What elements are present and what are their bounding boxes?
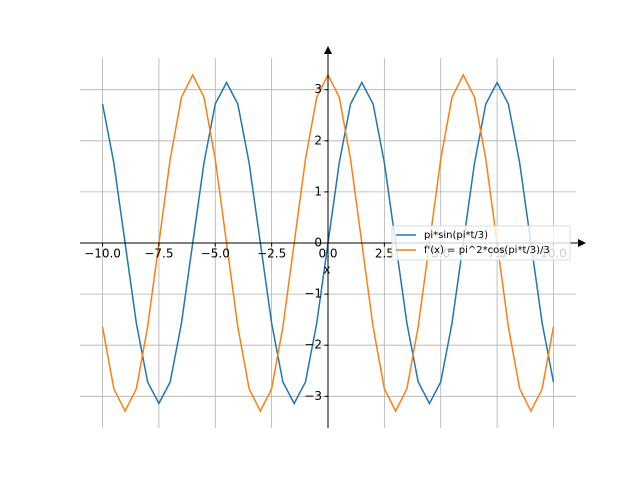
y-tick-label: 0: [314, 236, 322, 250]
x-tick-label: 0.0: [318, 247, 337, 261]
legend-box: [391, 225, 571, 261]
x-tick-label: −10.0: [84, 247, 121, 261]
x-tick-label: −5.0: [201, 247, 230, 261]
x-arrow: [578, 239, 586, 247]
legend: pi*sin(pi*t/3) f'(x) = pi^2*cos(pi*t/3)/3: [391, 225, 571, 261]
y-tick-label: 1: [314, 184, 322, 198]
y-tick-label: −1: [304, 287, 322, 301]
x-tick-label: −2.5: [257, 247, 286, 261]
x-tick-label: −7.5: [144, 247, 173, 261]
x-tick-label: 2.5: [375, 247, 394, 261]
y-tick-label: 3: [314, 82, 322, 96]
y-tick-label: 2: [314, 133, 322, 147]
y-arrow: [324, 46, 332, 54]
y-tick-label: −3: [304, 389, 322, 403]
legend-label: pi*sin(pi*t/3): [424, 230, 488, 241]
x-axis-label: x: [323, 263, 330, 277]
legend-label: f'(x) = pi^2*cos(pi*t/3)/3: [424, 245, 550, 256]
y-tick-label: −2: [304, 338, 322, 352]
